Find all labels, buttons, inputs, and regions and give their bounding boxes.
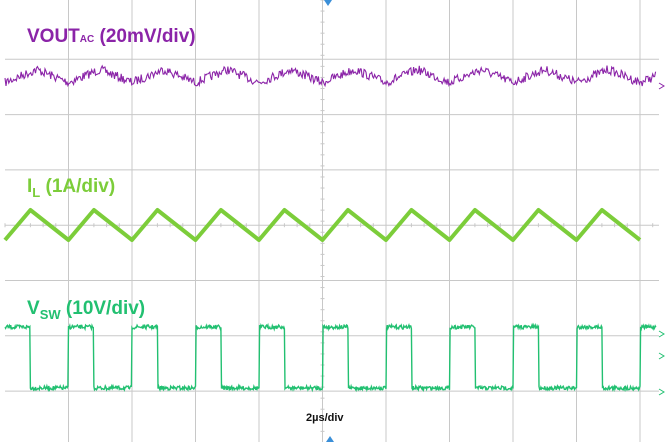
timebase-label: 2µs/div xyxy=(306,412,344,424)
vout-ac-trace xyxy=(4,64,657,88)
vout-ripple-line xyxy=(4,64,657,88)
inductor-current-trace xyxy=(3,208,642,242)
trigger-position-marker xyxy=(324,0,332,6)
il-label-sub: L xyxy=(32,185,41,200)
vsw-label-sub: SW xyxy=(39,307,61,322)
channel-ground-marker xyxy=(658,388,665,396)
channel-markers xyxy=(324,0,665,442)
vout-label-sub: AC xyxy=(79,34,95,45)
vout-channel-label: VOUTAC (20mV/div) xyxy=(27,26,196,48)
channel-ground-marker xyxy=(658,330,665,338)
switch-node-voltage-trace xyxy=(4,322,657,393)
vsw-square-line xyxy=(4,322,657,393)
trigger-level-marker xyxy=(326,436,334,442)
channel-ground-marker xyxy=(658,82,665,90)
vout-label-scale: (20mV/div) xyxy=(94,26,196,47)
vout-label-main: VOUT xyxy=(27,26,80,47)
il-triangle-line xyxy=(3,208,642,242)
il-label-main: I xyxy=(27,176,33,197)
vsw-label-main: V xyxy=(27,298,40,319)
graticule-grid xyxy=(4,0,659,442)
vsw-label-scale: (10V/div) xyxy=(60,298,146,319)
channel-ground-marker xyxy=(658,352,665,360)
vsw-channel-label: VSW (10V/div) xyxy=(27,298,146,322)
il-channel-label: IL (1A/div) xyxy=(27,176,116,200)
il-label-scale: (1A/div) xyxy=(40,176,116,197)
